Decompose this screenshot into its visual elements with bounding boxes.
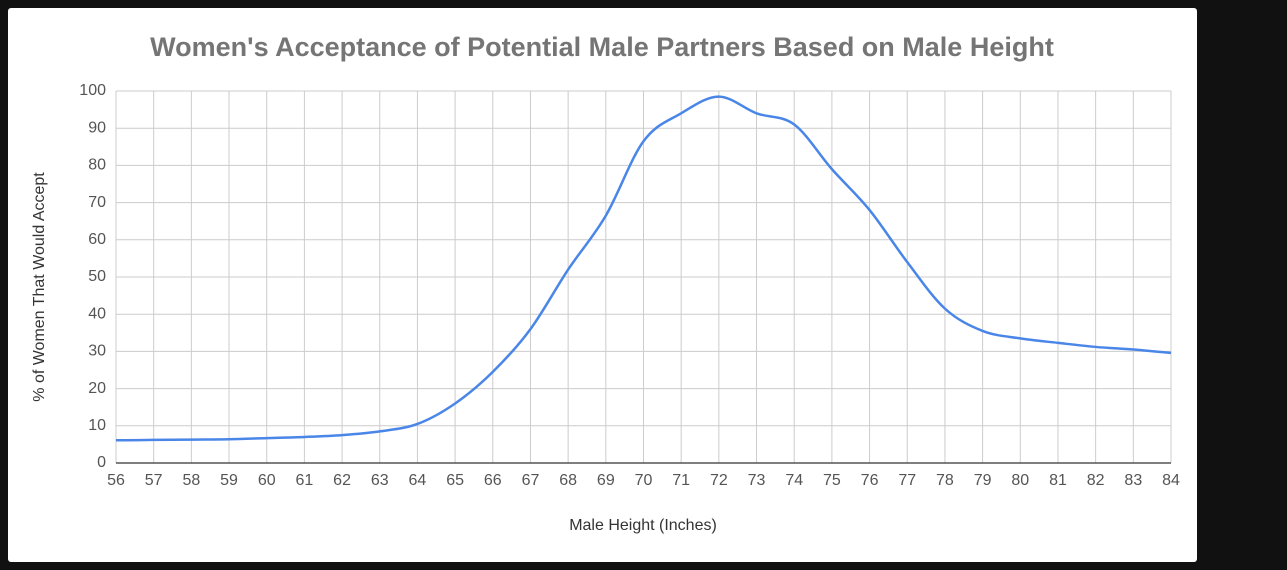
x-tick-label: 69	[597, 472, 615, 489]
x-tick-label: 71	[672, 472, 690, 489]
x-tick-label: 57	[145, 472, 163, 489]
x-tick-label: 76	[861, 472, 879, 489]
x-tick-label: 65	[446, 472, 464, 489]
x-tick-label: 74	[785, 472, 803, 489]
x-tick-label: 68	[559, 472, 577, 489]
x-tick-label: 66	[484, 472, 502, 489]
data-line	[115, 95, 1172, 442]
x-tick-label: 64	[409, 472, 427, 489]
x-tick-label: 82	[1087, 472, 1105, 489]
y-tick-label: 50	[88, 268, 106, 285]
x-tick-label: 77	[898, 472, 916, 489]
y-tick-label: 60	[88, 231, 106, 248]
x-tick-label: 60	[258, 472, 276, 489]
y-tick-label: 100	[79, 82, 106, 99]
y-tick-label: 80	[88, 157, 106, 174]
x-tick-label: 67	[522, 472, 540, 489]
x-tick-label: 59	[220, 472, 238, 489]
x-tick-label: 75	[823, 472, 841, 489]
x-tick-label: 79	[974, 472, 992, 489]
y-tick-label: 10	[88, 417, 106, 434]
x-tick-label: 80	[1011, 472, 1029, 489]
x-tick-label: 58	[182, 472, 200, 489]
x-tick-label: 72	[710, 472, 728, 489]
x-tick-label: 70	[635, 472, 653, 489]
x-tick-label: 84	[1162, 472, 1180, 489]
y-tick-label: 40	[88, 305, 106, 322]
x-tick-label: 78	[936, 472, 954, 489]
x-tick-label: 83	[1124, 472, 1142, 489]
chart-card	[8, 8, 1197, 562]
x-tick-label: 61	[295, 472, 313, 489]
y-tick-label: 70	[88, 194, 106, 211]
y-axis-title: % of Women That Would Accept	[31, 172, 48, 402]
x-tick-label: 56	[107, 472, 125, 489]
chart-title: Women's Acceptance of Potential Male Par…	[150, 32, 1054, 62]
x-tick-label: 73	[748, 472, 766, 489]
y-tick-label: 0	[97, 454, 106, 471]
x-tick-label: 63	[371, 472, 389, 489]
x-tick-label: 62	[333, 472, 351, 489]
y-tick-label: 20	[88, 380, 106, 397]
y-tick-label: 30	[88, 343, 106, 360]
x-axis-title: Male Height (Inches)	[569, 517, 717, 534]
x-tick-label: 81	[1049, 472, 1067, 489]
y-tick-label: 90	[88, 119, 106, 136]
